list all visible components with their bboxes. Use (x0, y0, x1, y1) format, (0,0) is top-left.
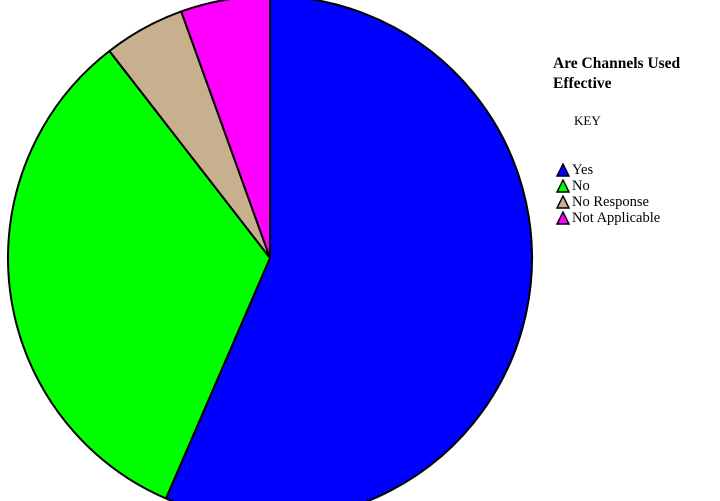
pie-slice-yes (164, 0, 533, 501)
legend-label-no: No (572, 177, 590, 194)
legend-item-no-response: No Response (556, 194, 660, 210)
legend-marker-no (556, 179, 570, 193)
legend-label-no-response: No Response (572, 193, 649, 210)
pie-slice-not-applicable (180, 0, 271, 259)
legend-item-not-applicable: Not Applicable (556, 210, 660, 226)
legend-item-yes: Yes (556, 162, 660, 178)
legend: Yes No No Response Not Applicable (556, 162, 660, 226)
legend-marker-no-response (556, 195, 570, 209)
pie-slice-no (7, 49, 271, 500)
legend-label-yes: Yes (572, 161, 594, 178)
legend-marker-not-applicable (556, 211, 570, 225)
legend-marker-yes (556, 163, 570, 177)
legend-title: KEY (574, 113, 601, 128)
legend-item-no: No (556, 178, 660, 194)
legend-label-not-applicable: Not Applicable (572, 209, 661, 226)
chart-title: Are Channels Used Effective (553, 55, 681, 92)
